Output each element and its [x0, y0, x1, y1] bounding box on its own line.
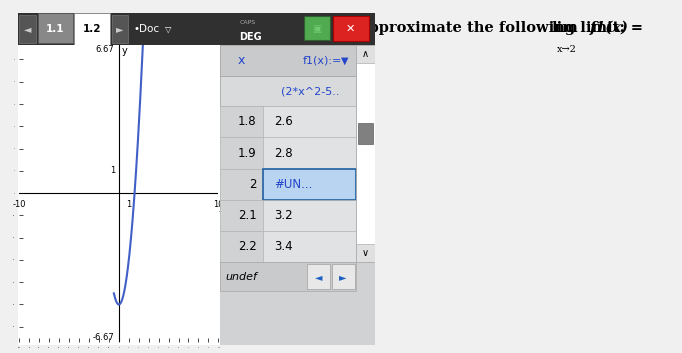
Bar [333, 16, 368, 41]
Text: f1(x) =: f1(x) = [590, 21, 644, 35]
Text: ◄: ◄ [24, 24, 31, 34]
Text: 1.2: 1.2 [83, 24, 102, 34]
Text: ◄: ◄ [314, 272, 322, 282]
Text: f1(x):=: f1(x):= [302, 55, 342, 65]
Text: 7)  Use the graph and associated table of: 7) Use the graph and associated table of [18, 21, 361, 35]
Bar [263, 169, 357, 200]
Bar [220, 169, 263, 200]
Text: 2.6: 2.6 [274, 115, 293, 128]
Text: CAPS: CAPS [239, 20, 256, 25]
Text: x→2: x→2 [557, 45, 577, 54]
Bar [357, 44, 375, 62]
Bar [112, 15, 128, 43]
Text: y: y [122, 46, 128, 56]
Bar [18, 15, 36, 43]
Text: 2.8: 2.8 [274, 146, 293, 160]
Bar [220, 200, 263, 231]
Bar [263, 200, 357, 231]
Text: approximate the following limit:: approximate the following limit: [354, 21, 635, 35]
Text: f1(x),: f1(x), [316, 21, 360, 35]
Text: 3.2: 3.2 [274, 209, 293, 222]
Bar [220, 106, 263, 137]
Bar [357, 44, 375, 262]
Bar [263, 106, 357, 137]
Bar [220, 44, 375, 345]
Text: x: x [238, 54, 245, 67]
Bar [263, 231, 357, 262]
Bar [331, 264, 355, 289]
Text: 2.2: 2.2 [238, 240, 256, 253]
Text: lim: lim [551, 21, 578, 35]
Text: 1.8: 1.8 [238, 115, 256, 128]
Bar [220, 44, 357, 76]
Bar [358, 122, 374, 144]
Text: 1.9: 1.9 [238, 146, 256, 160]
Bar [18, 44, 220, 345]
Bar [74, 13, 110, 44]
Bar [220, 76, 357, 106]
Text: -6.67: -6.67 [92, 333, 114, 342]
Bar [220, 137, 263, 169]
Text: (2*x^2-5..: (2*x^2-5.. [280, 86, 339, 96]
Text: #UN...: #UN... [274, 178, 313, 191]
Text: 1: 1 [126, 200, 132, 209]
Text: ▼: ▼ [342, 55, 349, 65]
Text: ►: ► [340, 272, 347, 282]
Text: 3.4: 3.4 [274, 240, 293, 253]
Bar [38, 13, 74, 43]
Text: ✕: ✕ [346, 24, 355, 34]
Text: 10: 10 [213, 200, 224, 209]
Text: 1: 1 [110, 166, 115, 175]
Bar [220, 231, 263, 262]
Bar [303, 16, 330, 40]
Text: undef: undef [226, 272, 257, 282]
Text: ∧: ∧ [362, 49, 369, 59]
Text: ▽: ▽ [164, 24, 171, 33]
Text: DEG: DEG [239, 32, 262, 42]
Bar [18, 13, 375, 44]
Text: x: x [218, 204, 224, 214]
Text: ∨: ∨ [362, 249, 369, 258]
Text: ▣: ▣ [312, 24, 322, 34]
Bar [307, 264, 330, 289]
Text: •Doc: •Doc [134, 24, 160, 34]
Bar [357, 244, 375, 262]
Text: 2.1: 2.1 [238, 209, 256, 222]
Text: 1.1: 1.1 [46, 24, 65, 34]
Text: 6.67: 6.67 [95, 44, 114, 54]
Bar [220, 262, 357, 291]
Text: -10: -10 [13, 200, 26, 209]
Bar [263, 137, 357, 169]
Text: 2: 2 [249, 178, 256, 191]
Text: ►: ► [116, 24, 123, 34]
